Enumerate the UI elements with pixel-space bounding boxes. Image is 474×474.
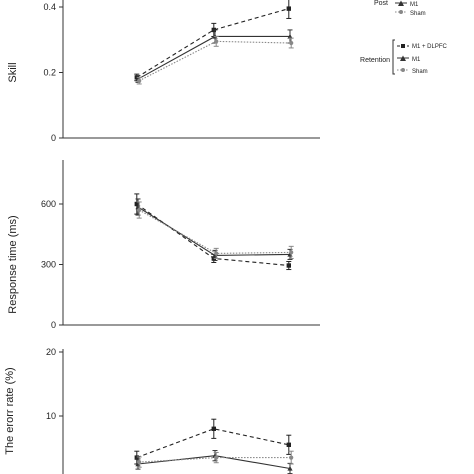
panel-1-series-2-point-2 [289,250,294,255]
panel-2-ytick-label-1: 20 [46,347,56,357]
panel-2-series-1-point-2 [287,465,293,471]
panel-0-ylabel: Skill [7,62,19,82]
plots: 0 0.2 0.4 Skill 0 300 600 Response time (ms) 10 2… [4,0,320,474]
panel-2-ylabel: The erorr rate (%) [4,367,16,454]
panel-0-series-0-point-2 [286,6,291,11]
panel-2-ytick-label-0: 10 [46,411,56,421]
legend-post-marker-0 [398,0,404,6]
panel-0-series-1 [135,29,293,83]
panel-2-series-0-point-2 [286,442,291,447]
legend-retention-marker-2 [401,68,405,72]
panel-1-series-0 [134,193,292,271]
panel-0-series-2-line [138,40,292,82]
legend-retention-label: Retention [360,57,390,64]
panel-0-ytick-label-0: 0 [51,133,56,143]
panel-1-ytick-label-0: 0 [51,320,56,330]
panel-1-ytick-label-2: 600 [41,199,56,209]
panel-1-series-2 [136,201,294,259]
panel-1-series-0-point-0 [134,201,139,207]
legend-post: Post M1 Sham [374,0,426,17]
legend-retention-marker-1 [400,55,406,61]
panel-2-series-2 [136,450,294,468]
panel-2-series-2-point-0 [137,459,142,465]
legend-retention-bracket [392,39,395,75]
panel-0-ytick-label-1: 0.2 [43,68,56,78]
panel-2-series-0-point-1 [211,426,216,431]
legend-post-label: Post [374,0,388,7]
panel-2-series-1 [135,450,293,474]
panel-0-series-0-line [136,8,289,78]
panel-0-series-2-point-0 [137,78,142,83]
panel-2-series-2-point-1 [214,455,219,460]
legend-retention-item-2: Sham [412,69,428,75]
panel-1-ylabel: Response time (ms) [7,215,19,313]
panel-0-series-2 [136,35,294,85]
panel-1: 0 300 600 Response time (ms) [7,160,320,330]
panel-2: 10 20 The erorr rate (%) [4,347,294,474]
panel-1-series-0-point-2 [286,263,291,268]
legend-post-item-1: Sham [410,11,426,17]
panel-1-series-2-point-0 [137,207,142,213]
panel-0-ytick-label-2: 0.4 [43,2,56,12]
panel-1-series-2-point-1 [214,251,219,256]
legend-retention-marker-0 [401,44,405,48]
panel-0-series-2-point-1 [214,39,219,44]
legend-retention: Retention M1 + DLPFC M1 Sham [360,39,448,75]
panel-2-series-0-line [136,428,289,459]
panel-2-series-0-point-0 [134,455,139,460]
legend-post-item-0: M1 [410,2,419,8]
legend-retention-item-0: M1 + DLPFC [412,44,448,50]
panel-0: 0 0.2 0.4 Skill [7,0,320,143]
legend-post-marker-1 [399,10,403,14]
panel-0-series-1-point-2 [287,33,293,39]
panel-1-series-2-line [138,209,292,254]
panel-2-series-2-line [139,457,292,463]
panel-1-series-1 [135,198,293,261]
panel-0-series-2-point-2 [289,40,294,46]
legend-retention-item-1: M1 [412,57,421,63]
panel-2-series-2-point-2 [289,455,294,460]
panel-1-ytick-label-1: 300 [41,260,56,270]
